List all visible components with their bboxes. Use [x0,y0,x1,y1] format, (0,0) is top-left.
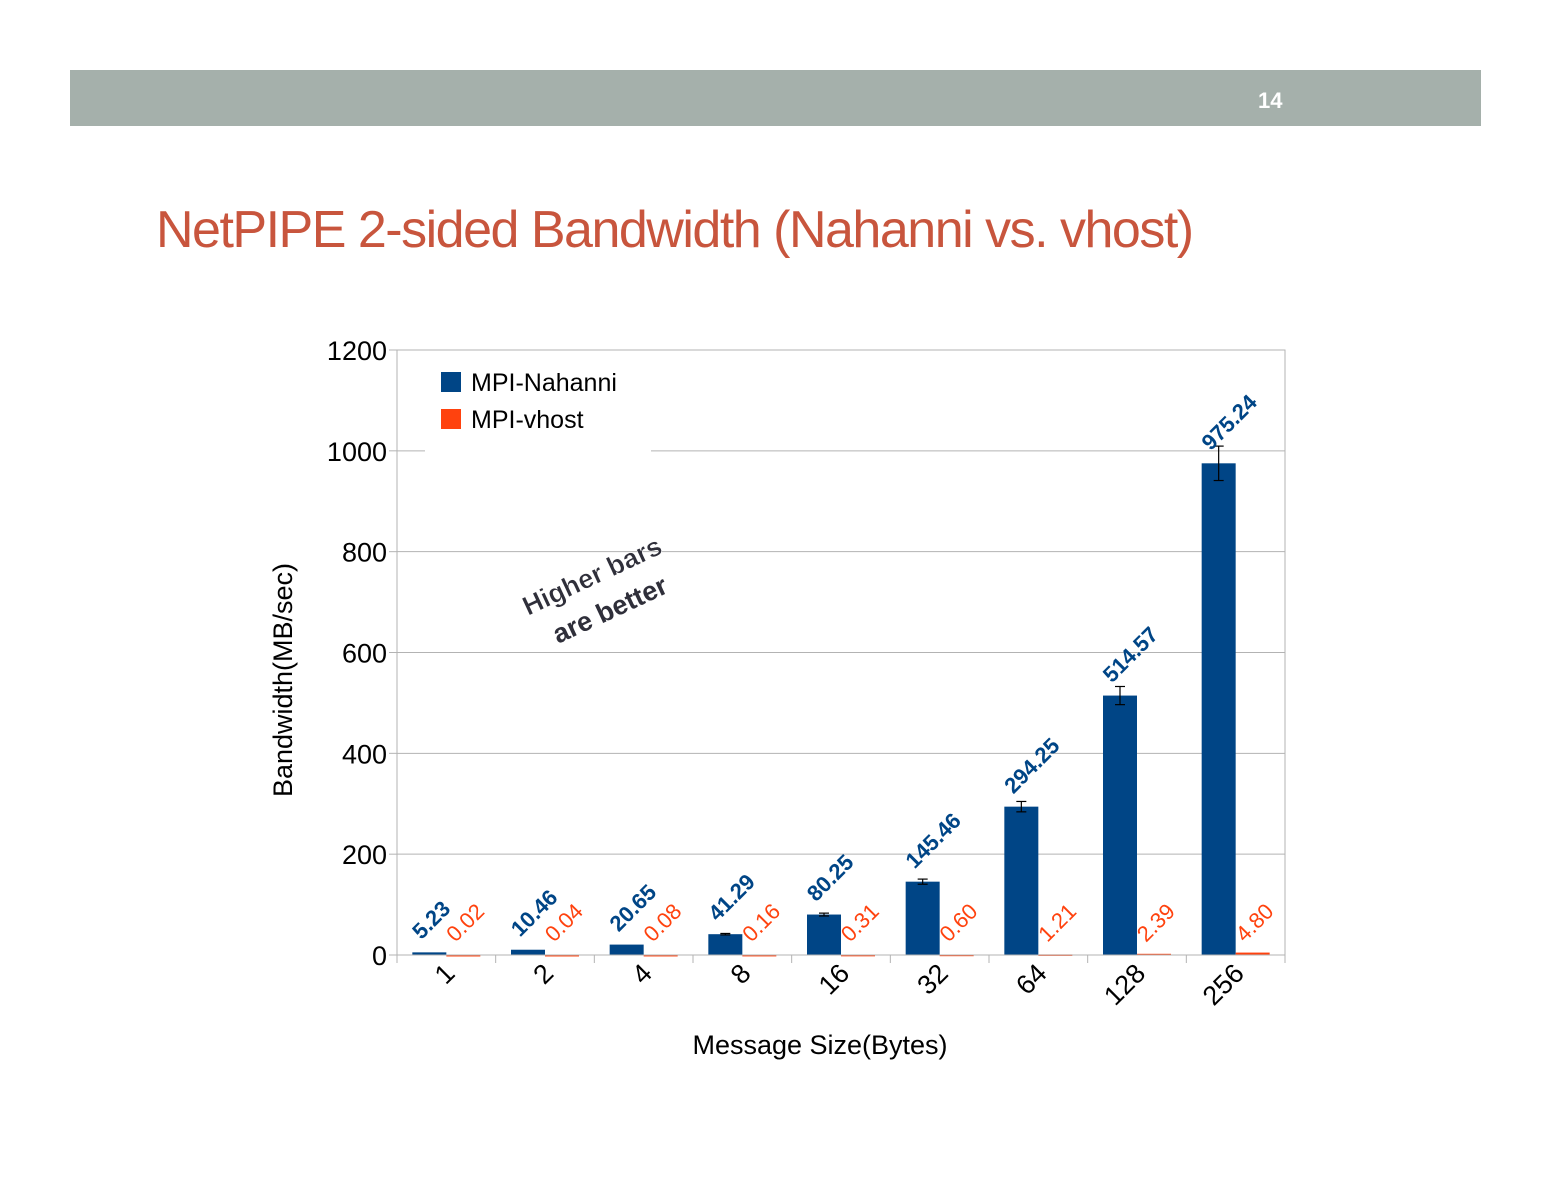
x-tick-label-128: 128 [1098,958,1151,1011]
legend-box [425,360,651,452]
bar-vhost-4 [643,954,678,957]
bar-vhost-8 [742,954,777,957]
y-tick-label: 200 [342,840,387,870]
bar-nahanni-2 [511,949,545,955]
data-label-nahanni-32: 145.46 [901,808,966,873]
data-label-vhost-64: 1.21 [1033,899,1081,947]
bar-nahanni-16 [807,914,841,955]
x-tick-label-4: 4 [626,958,658,990]
x-tick-label-8: 8 [725,958,757,990]
x-tick-label-256: 256 [1197,958,1250,1011]
y-tick-label: 800 [342,538,387,568]
bar-vhost-2 [545,954,579,957]
legend-swatch-nahanni [441,372,461,392]
bar-nahanni-128 [1103,695,1137,955]
data-label-vhost-8: 0.16 [737,899,785,947]
x-axis-label: Message Size(Bytes) [692,1030,947,1060]
y-axis-label: Bandwidth(MB/sec) [268,563,298,797]
bar-nahanni-1 [412,952,447,955]
data-label-vhost-16: 0.31 [836,899,884,947]
bar-nahanni-4 [609,944,644,955]
data-label-nahanni-16: 80.25 [802,849,859,906]
y-tick-label: 600 [342,639,387,669]
legend-label-vhost: MPI-vhost [471,406,584,434]
data-label-vhost-1: 0.02 [441,899,489,947]
slide-header-bar [70,70,1481,126]
plot-frame [396,349,1286,956]
data-label-nahanni-64: 294.25 [999,733,1064,798]
data-label-vhost-32: 0.60 [935,899,983,947]
bar-vhost-256 [1235,952,1270,955]
bar-nahanni-64 [1004,806,1039,955]
data-label-nahanni-128: 514.57 [1098,622,1163,687]
x-tick-label-32: 32 [911,958,953,1000]
data-label-nahanni-256: 975.24 [1197,389,1263,455]
x-tick-label-64: 64 [1010,958,1052,1000]
bar-nahanni-8 [708,934,743,955]
bar-vhost-1 [446,954,481,957]
legend-swatch-vhost [441,409,461,429]
legend-label-nahanni: MPI-Nahanni [471,369,617,397]
y-tick-label: 1200 [327,336,387,366]
bar-nahanni-32 [905,881,940,955]
slide-number: 14 [1258,88,1283,113]
bar-vhost-16 [841,954,875,957]
x-tick-label-2: 2 [527,958,559,990]
x-tick-label-16: 16 [813,958,855,1000]
bar-nahanni-256 [1201,463,1236,955]
x-tick-label-1: 1 [429,958,461,990]
y-tick-label: 1000 [327,437,387,467]
data-label-vhost-128: 2.39 [1132,899,1180,947]
y-tick-label: 0 [372,941,387,971]
y-tick-label: 400 [342,739,387,769]
data-label-vhost-256: 4.80 [1231,899,1279,947]
slide-title: NetPIPE 2-sided Bandwidth (Nahanni vs. v… [156,201,1194,259]
